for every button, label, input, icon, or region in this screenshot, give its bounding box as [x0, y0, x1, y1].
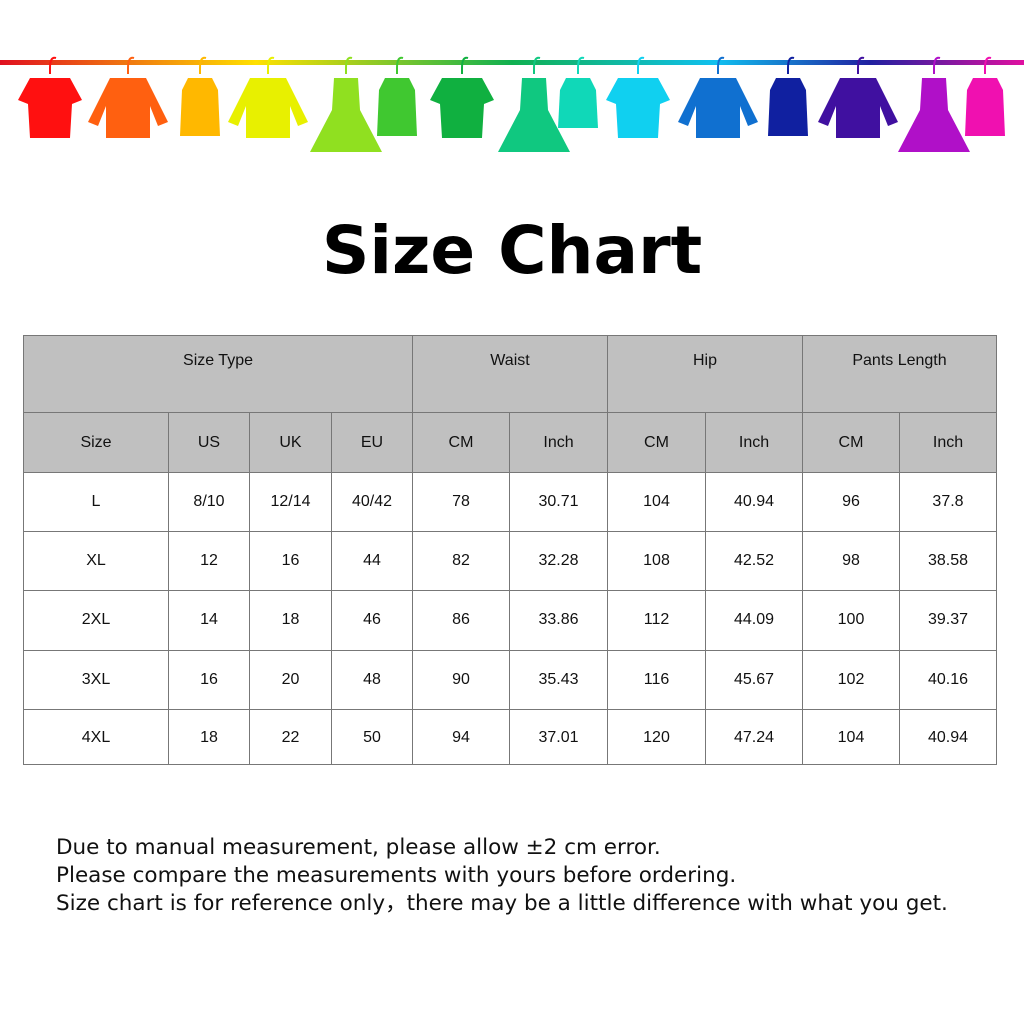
table-cell: 33.86	[509, 590, 608, 651]
table-cell: 18	[249, 590, 332, 651]
table-cell: 8/10	[168, 472, 250, 532]
table-cell: 16	[249, 531, 332, 591]
notes: Due to manual measurement, please allow …	[56, 834, 948, 918]
group-header: Pants Length	[802, 335, 997, 413]
table-cell: 38.58	[899, 531, 997, 591]
table-cell: 116	[607, 650, 706, 710]
table-cell: 2XL	[23, 590, 169, 651]
clothing-icon	[898, 78, 970, 152]
clothing-icon	[965, 78, 1005, 136]
table-cell: 42.52	[705, 531, 803, 591]
clothing-icon	[430, 78, 494, 138]
table-cell: 44.09	[705, 590, 803, 651]
table-cell: 48	[331, 650, 413, 710]
table-cell: 32.28	[509, 531, 608, 591]
table-cell: 45.67	[705, 650, 803, 710]
table-cell: 16	[168, 650, 250, 710]
clothing-icon	[606, 78, 670, 138]
table-cell: 47.24	[705, 709, 803, 765]
table-cell: 35.43	[509, 650, 608, 710]
column-header: Inch	[509, 412, 608, 473]
note-line: Due to manual measurement, please allow …	[56, 835, 661, 860]
column-header: Inch	[899, 412, 997, 473]
clothing-icon	[377, 78, 417, 136]
table-cell: 12/14	[249, 472, 332, 532]
note-line: Size chart is for reference only，there m…	[56, 891, 948, 916]
table-cell: 94	[412, 709, 510, 765]
table-cell: 3XL	[23, 650, 169, 710]
table-cell: 90	[412, 650, 510, 710]
table-cell: 20	[249, 650, 332, 710]
group-header: Size Type	[23, 335, 413, 413]
column-header: Size	[23, 412, 169, 473]
table-cell: 120	[607, 709, 706, 765]
table-cell: XL	[23, 531, 169, 591]
group-header: Waist	[412, 335, 608, 413]
clothing-icon	[678, 78, 758, 138]
table-cell: 78	[412, 472, 510, 532]
table-cell: L	[23, 472, 169, 532]
clothing-icon	[228, 78, 308, 138]
clothing-icon	[768, 78, 808, 136]
table-cell: 44	[331, 531, 413, 591]
table-cell: 30.71	[509, 472, 608, 532]
table-cell: 40.16	[899, 650, 997, 710]
table-cell: 46	[331, 590, 413, 651]
table-cell: 104	[607, 472, 706, 532]
table-cell: 40.94	[705, 472, 803, 532]
hanging-clothes-banner	[0, 56, 1024, 152]
clothing-icon	[558, 78, 598, 128]
table-cell: 104	[802, 709, 900, 765]
table-cell: 98	[802, 531, 900, 591]
column-header: CM	[412, 412, 510, 473]
table-cell: 18	[168, 709, 250, 765]
note-line: Please compare the measurements with you…	[56, 863, 737, 888]
column-header: US	[168, 412, 250, 473]
table-cell: 100	[802, 590, 900, 651]
clothing-icon	[180, 78, 220, 136]
table-cell: 112	[607, 590, 706, 651]
table-cell: 108	[607, 531, 706, 591]
table-cell: 102	[802, 650, 900, 710]
page-title: Size Chart	[321, 212, 703, 289]
column-header: EU	[331, 412, 413, 473]
clothing-icon	[818, 78, 898, 138]
group-header: Hip	[607, 335, 803, 413]
clothing-icon	[88, 78, 168, 138]
table-cell: 82	[412, 531, 510, 591]
clothing-icon	[18, 78, 82, 138]
table-cell: 22	[249, 709, 332, 765]
clothing-icon	[498, 78, 570, 152]
column-header: UK	[249, 412, 332, 473]
table-cell: 50	[331, 709, 413, 765]
table-cell: 14	[168, 590, 250, 651]
table-cell: 37.01	[509, 709, 608, 765]
table-cell: 40.94	[899, 709, 997, 765]
column-header: Inch	[705, 412, 803, 473]
table-cell: 37.8	[899, 472, 997, 532]
table-cell: 39.37	[899, 590, 997, 651]
column-header: CM	[802, 412, 900, 473]
table-cell: 4XL	[23, 709, 169, 765]
clothing-icon	[310, 78, 382, 152]
table-cell: 96	[802, 472, 900, 532]
table-cell: 86	[412, 590, 510, 651]
clothes-rod	[0, 60, 1024, 65]
column-header: CM	[607, 412, 706, 473]
table-cell: 12	[168, 531, 250, 591]
table-cell: 40/42	[331, 472, 413, 532]
